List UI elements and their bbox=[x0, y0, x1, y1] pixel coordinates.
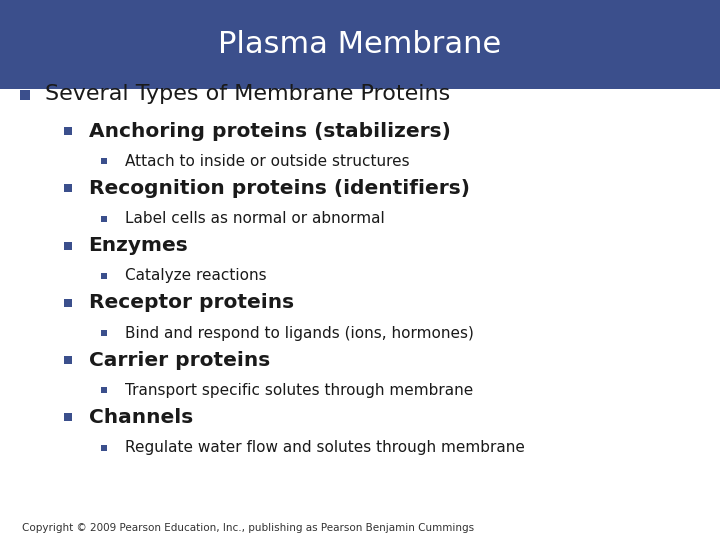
Text: Bind and respond to ligands (ions, hormones): Bind and respond to ligands (ions, hormo… bbox=[125, 326, 474, 341]
Text: Label cells as normal or abnormal: Label cells as normal or abnormal bbox=[125, 211, 384, 226]
Text: Catalyze reactions: Catalyze reactions bbox=[125, 268, 266, 284]
Text: Recognition proteins (identifiers): Recognition proteins (identifiers) bbox=[89, 179, 469, 198]
Text: Anchoring proteins (stabilizers): Anchoring proteins (stabilizers) bbox=[89, 122, 451, 141]
Text: Copyright © 2009 Pearson Education, Inc., publishing as Pearson Benjamin Cumming: Copyright © 2009 Pearson Education, Inc.… bbox=[22, 523, 474, 533]
Text: Regulate water flow and solutes through membrane: Regulate water flow and solutes through … bbox=[125, 440, 524, 455]
Text: Receptor proteins: Receptor proteins bbox=[89, 293, 294, 313]
Text: Transport specific solutes through membrane: Transport specific solutes through membr… bbox=[125, 383, 473, 398]
Text: Channels: Channels bbox=[89, 408, 193, 427]
Text: Several Types of Membrane Proteins: Several Types of Membrane Proteins bbox=[45, 84, 451, 105]
Text: Enzymes: Enzymes bbox=[89, 236, 189, 255]
Text: Attach to inside or outside structures: Attach to inside or outside structures bbox=[125, 154, 409, 169]
FancyBboxPatch shape bbox=[0, 0, 720, 89]
Text: Carrier proteins: Carrier proteins bbox=[89, 350, 270, 370]
Text: Plasma Membrane: Plasma Membrane bbox=[218, 30, 502, 59]
